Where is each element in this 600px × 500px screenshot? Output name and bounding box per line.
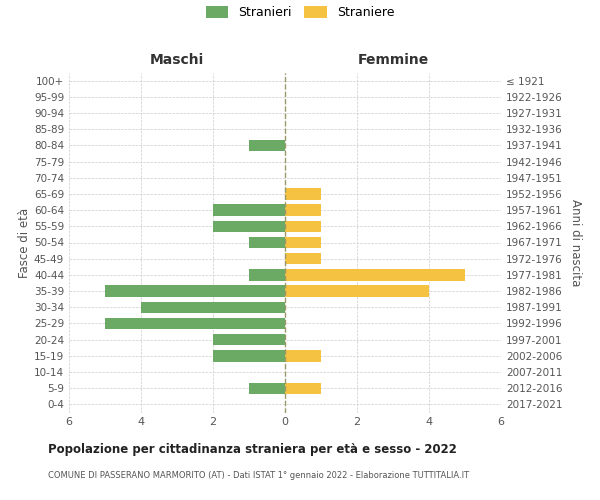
Y-axis label: Fasce di età: Fasce di età <box>18 208 31 278</box>
Bar <box>285 253 321 264</box>
Bar <box>249 382 285 394</box>
Y-axis label: Anni di nascita: Anni di nascita <box>569 199 582 286</box>
Bar <box>285 286 429 296</box>
Bar <box>285 220 321 232</box>
Bar <box>213 334 285 345</box>
Bar <box>213 204 285 216</box>
Bar <box>285 237 321 248</box>
Bar <box>285 382 321 394</box>
Bar <box>105 318 285 329</box>
Bar <box>285 188 321 200</box>
Bar <box>249 237 285 248</box>
Text: Popolazione per cittadinanza straniera per età e sesso - 2022: Popolazione per cittadinanza straniera p… <box>48 442 457 456</box>
Bar <box>105 286 285 296</box>
Text: Femmine: Femmine <box>358 54 428 68</box>
Bar <box>249 269 285 280</box>
Legend: Stranieri, Straniere: Stranieri, Straniere <box>206 6 394 19</box>
Bar <box>213 350 285 362</box>
Bar <box>285 350 321 362</box>
Bar <box>141 302 285 313</box>
Text: COMUNE DI PASSERANO MARMORITO (AT) - Dati ISTAT 1° gennaio 2022 - Elaborazione T: COMUNE DI PASSERANO MARMORITO (AT) - Dat… <box>48 471 469 480</box>
Bar <box>249 140 285 151</box>
Text: Maschi: Maschi <box>150 54 204 68</box>
Bar <box>213 220 285 232</box>
Bar <box>285 204 321 216</box>
Bar <box>285 269 465 280</box>
